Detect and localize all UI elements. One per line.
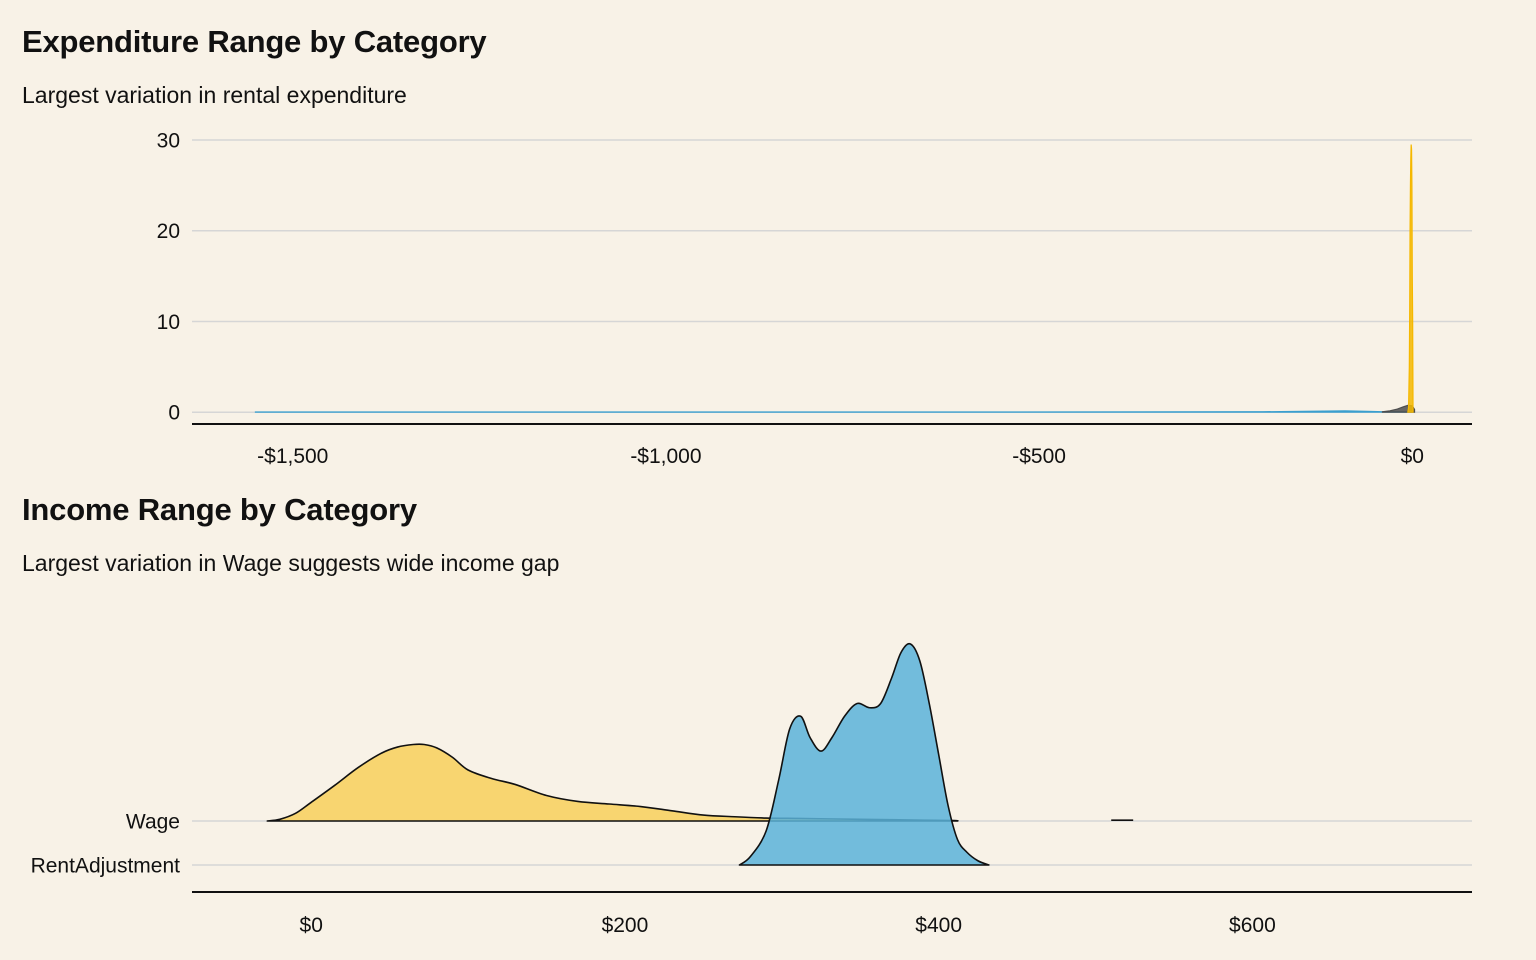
y-tick-label: 10: [157, 311, 180, 334]
y-category-label: RentAdjustment: [31, 855, 181, 878]
y-tick-label: 30: [157, 130, 180, 153]
income-ridgeline-chart: Wage RentAdjustment $0 $200 $400 $600: [31, 642, 1472, 937]
x-tick-label: $0: [1401, 445, 1424, 468]
y-tick-label: 20: [157, 220, 180, 243]
x-tick-label: $600: [1229, 914, 1276, 937]
x-tick-label: $200: [602, 914, 649, 937]
density-area: [1381, 404, 1416, 413]
income-chart-title: Income Range by Category: [22, 492, 417, 527]
x-tick-label: -$1,500: [257, 445, 328, 468]
density-area: [254, 410, 1413, 413]
expenditure-chart-title: Expenditure Range by Category: [22, 24, 487, 59]
expenditure-density-chart: 0 10 20 30 -$1,500 -$1,000 -$500 $0: [157, 130, 1472, 468]
density-area: [1407, 144, 1414, 413]
expenditure-chart-subtitle: Largest variation in rental expenditure: [22, 82, 407, 108]
x-tick-label: -$1,000: [630, 445, 701, 468]
ridge-density-area: [738, 642, 990, 866]
x-tick-label: $400: [915, 914, 962, 937]
x-tick-label: -$500: [1012, 445, 1066, 468]
y-category-label: Wage: [126, 811, 180, 834]
income-chart-subtitle: Largest variation in Wage suggests wide …: [22, 550, 560, 576]
y-tick-label: 0: [168, 402, 180, 425]
x-tick-label: $0: [300, 914, 323, 937]
